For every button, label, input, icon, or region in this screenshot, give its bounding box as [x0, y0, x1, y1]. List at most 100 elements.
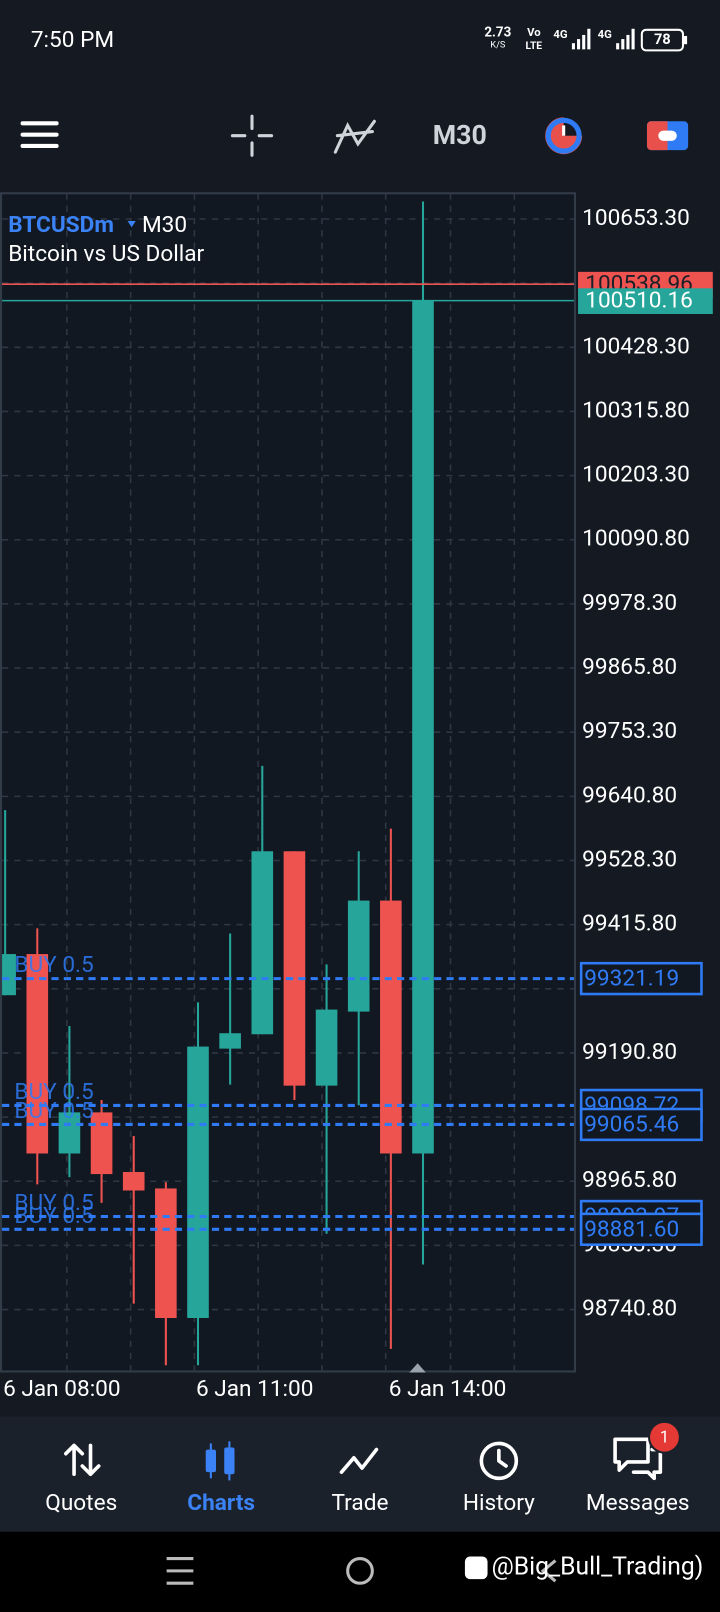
icon-part: [626, 34, 630, 50]
charts-icon: [205, 1441, 235, 1481]
icon-part: [616, 43, 620, 50]
signal-icons: [571, 28, 635, 50]
icon-part: [631, 28, 635, 50]
trade-button[interactable]: [646, 121, 689, 151]
nav-item[interactable]: Quotes: [45, 1489, 117, 1516]
status-time: 7:50 PM: [31, 26, 114, 53]
y-tick-label: 99190.80: [582, 1038, 677, 1065]
y-tick-label: 99865.80: [582, 653, 677, 680]
position-label[interactable]: BUY 0.5: [14, 1189, 93, 1216]
y-tick-label: 100090.80: [582, 525, 690, 552]
watermark: @Big_Bull_Trading): [492, 1552, 704, 1581]
icon-part: [571, 43, 575, 50]
indicators-button[interactable]: [333, 119, 376, 154]
nav-icons: [64, 1437, 663, 1481]
volte: LTE: [526, 39, 543, 52]
icon-part: [64, 1443, 101, 1477]
battery-tip: [684, 35, 688, 45]
facebook-icon: [464, 1556, 488, 1580]
candle-body: [347, 900, 370, 1012]
y-tick-label: 100315.80: [582, 396, 690, 423]
candle-body: [412, 300, 434, 1154]
bottom-nav: [0, 1416, 720, 1532]
system-bar: [0, 1531, 720, 1612]
icon-part: [658, 130, 677, 141]
y-tick-label: 100653.30: [582, 204, 690, 231]
x-tick-label: 6 Jan 14:00: [389, 1375, 507, 1402]
candles: [2, 201, 434, 1366]
system-recents[interactable]: [166, 1556, 194, 1585]
scroll-marker: [409, 1363, 426, 1373]
position-label[interactable]: BUY 0.5: [14, 1078, 93, 1105]
candle-body: [315, 1009, 338, 1086]
position-price-box: [579, 961, 703, 996]
chart-timeframe: M30: [142, 211, 187, 238]
y-tick-label: 99528.30: [582, 845, 677, 872]
objects-button[interactable]: [545, 117, 583, 155]
y-tick-label: 100428.30: [582, 332, 690, 359]
nav-labels: Quotes Charts Trade History Messages: [45, 1489, 689, 1516]
network-type: 4G: [598, 28, 612, 41]
y-tick-label: 100203.30: [582, 461, 690, 488]
candle-body: [122, 1172, 145, 1191]
position-label[interactable]: BUY 0.5: [14, 1202, 93, 1229]
ask-price-box: [578, 288, 713, 314]
candle-body: [283, 851, 306, 1086]
crosshair-button[interactable]: [230, 114, 274, 157]
icon-part: [577, 39, 581, 50]
network-type: 4G: [553, 28, 567, 41]
symbol[interactable]: BTCUSDm: [8, 211, 114, 238]
candle-body: [155, 1188, 177, 1319]
position-label[interactable]: BUY 0.5: [14, 1097, 93, 1124]
volte: Vo: [527, 26, 541, 39]
battery-icon: [640, 28, 684, 52]
nav-item[interactable]: History: [463, 1489, 535, 1516]
candle-body: [26, 954, 49, 1154]
badge-count: 1: [660, 1429, 669, 1448]
nav-item[interactable]: Trade: [332, 1489, 389, 1516]
net-speed-unit: K/S: [490, 40, 506, 51]
x-tick-label: 6 Jan 08:00: [3, 1375, 121, 1402]
ask-price: 100510.16: [585, 287, 693, 314]
icon-part: [587, 28, 591, 50]
position-price: 99321.19: [584, 965, 679, 992]
icon-part: [545, 117, 582, 154]
nav-item[interactable]: Charts: [187, 1489, 255, 1516]
icon-part: [621, 39, 625, 50]
icon-part: [339, 1447, 379, 1474]
timeframe-button[interactable]: M30: [433, 119, 487, 151]
symbol-description: Bitcoin vs US Dollar: [8, 240, 204, 267]
y-tick-label: 98965.80: [582, 1166, 677, 1193]
position-price: 99065.46: [584, 1110, 679, 1137]
y-tick-label: 99415.80: [582, 910, 677, 937]
symbol-dropdown[interactable]: [127, 221, 136, 228]
overlays: 6 Jan 08:00 6 Jan 11:00 6 Jan 14:00 BUY 0.5…: [2, 270, 713, 1402]
candle-body: [251, 851, 274, 1035]
battery-level: 78: [654, 31, 671, 48]
icon-part: [228, 1441, 231, 1481]
icon-part: [497, 1448, 508, 1468]
chart-area[interactable]: [0, 192, 576, 1373]
candle-body: [219, 1033, 241, 1049]
menu-button[interactable]: [20, 121, 59, 149]
y-tick-label: 99978.30: [582, 589, 677, 616]
position-price: 98881.60: [584, 1215, 679, 1242]
position-label[interactable]: BUY 0.5: [14, 951, 93, 978]
candle-body: [2, 954, 16, 996]
y-tick-label: 98740.80: [582, 1295, 677, 1322]
position-price-box: [579, 1212, 703, 1246]
candle-body: [90, 1112, 113, 1175]
net-speed: 2.73: [484, 25, 511, 40]
icon-part: [582, 34, 586, 50]
nav-item[interactable]: Messages: [586, 1489, 690, 1516]
messages-badge: [648, 1420, 681, 1454]
y-tick-label: 99753.30: [582, 717, 677, 744]
y-tick-label: 99640.80: [582, 781, 677, 808]
system-home[interactable]: [346, 1556, 374, 1585]
system-back[interactable]: [540, 1559, 557, 1583]
candle-body: [187, 1046, 209, 1319]
candle-body: [58, 1112, 81, 1154]
icon-part: [646, 121, 668, 151]
icon-part: [209, 1443, 212, 1479]
